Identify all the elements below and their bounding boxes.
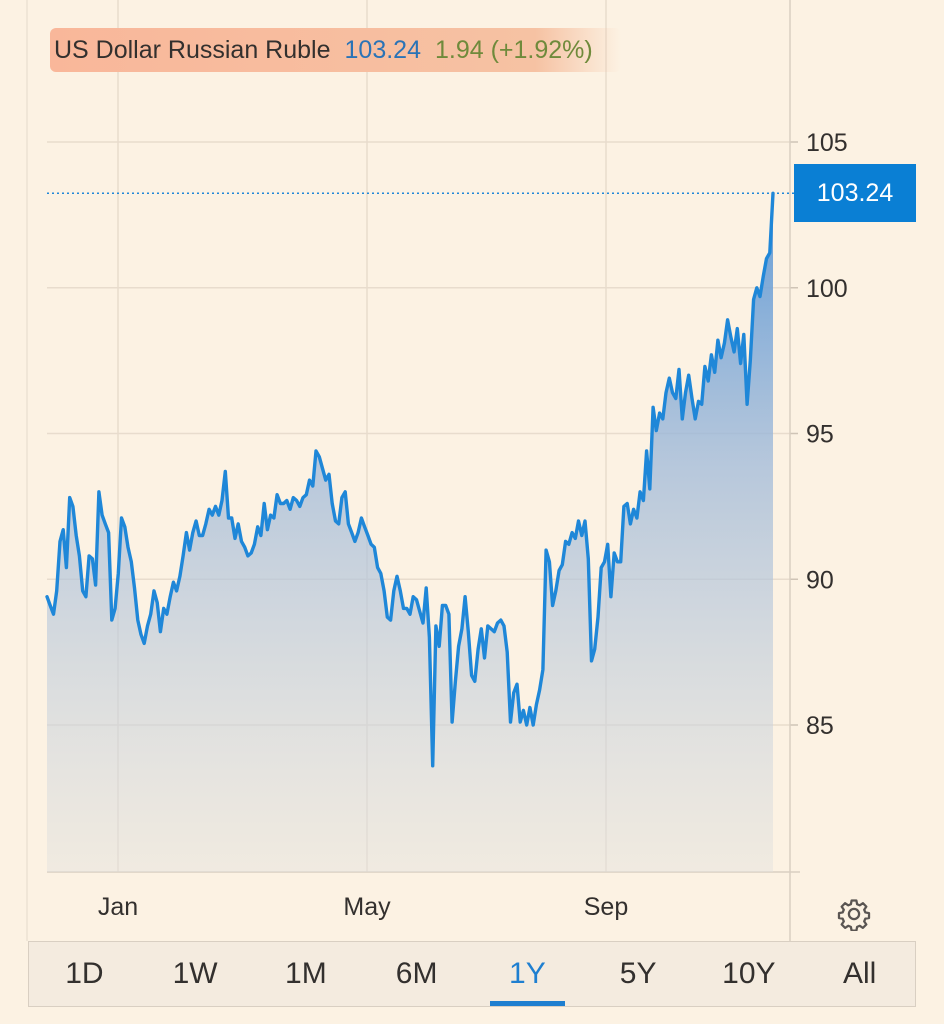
price-line (45, 191, 775, 768)
y-tick-label: 105 (806, 129, 848, 157)
y-tick-label: 90 (806, 566, 834, 594)
range-1w-button[interactable]: 1W (172, 957, 218, 990)
y-tick-label: 95 (806, 421, 834, 449)
range-1d-button[interactable]: 1D (65, 957, 104, 990)
chart-settings-button[interactable] (834, 894, 874, 934)
x-tick-label: Jan (98, 893, 138, 921)
instrument-header: US Dollar Russian Ruble 103.24 1.94 (+1.… (50, 28, 621, 72)
time-range-selector: 1D 1W 1M 6M 1Y 5Y 10Y All (28, 941, 916, 1007)
y-tick-label: 85 (806, 712, 834, 740)
range-all-button[interactable]: All (842, 957, 877, 990)
gear-icon (837, 899, 871, 931)
price-change: 1.94 (+1.92%) (434, 35, 593, 64)
price-area-fill (47, 193, 773, 873)
range-5y-button[interactable]: 5Y (619, 957, 657, 990)
x-tick-label: May (343, 893, 391, 921)
range-10y-button[interactable]: 10Y (722, 957, 776, 990)
y-tick-label: 100 (806, 275, 848, 303)
x-tick-label: Sep (584, 893, 628, 921)
range-1m-button[interactable]: 1M (285, 957, 327, 990)
current-price: 103.24 (344, 35, 421, 64)
range-6m-button[interactable]: 6M (395, 957, 438, 990)
instrument-name: US Dollar Russian Ruble (54, 35, 331, 64)
range-1y-button[interactable]: 1Y (472, 942, 583, 1006)
last-price-label: 103.24 (794, 164, 916, 223)
